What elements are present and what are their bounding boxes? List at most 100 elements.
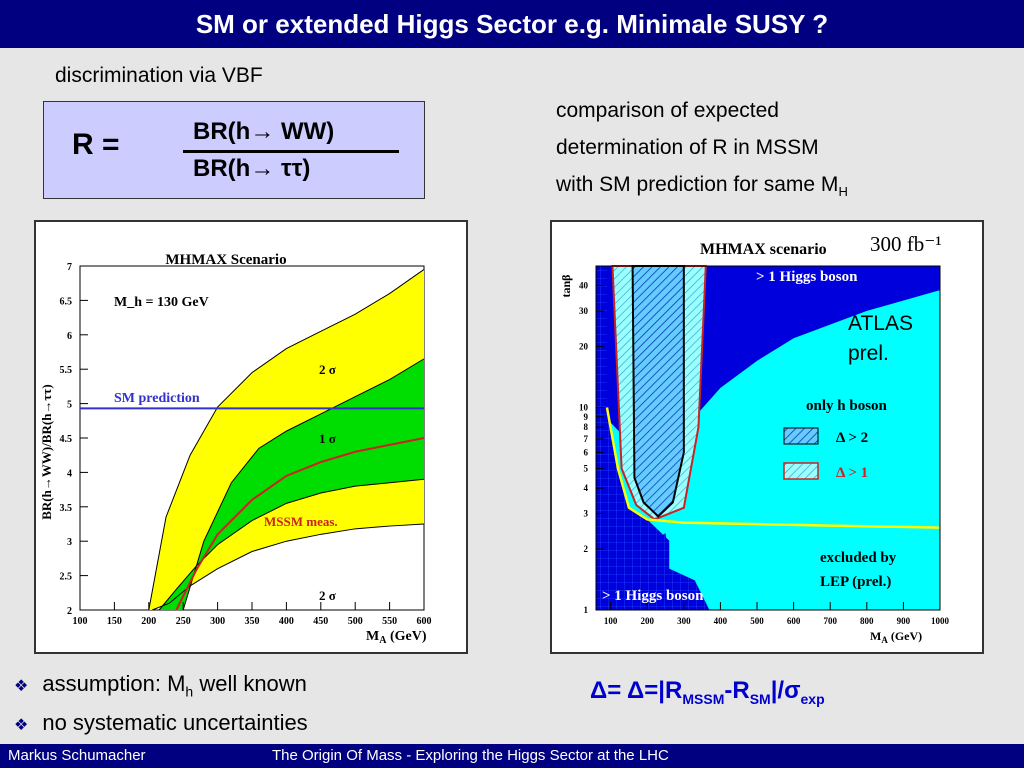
sigma-boundary-line	[158, 478, 425, 611]
one-sigma-band	[159, 358, 424, 610]
x-tick-label: 550	[382, 616, 397, 627]
x-tick-label: 600	[787, 616, 801, 626]
left-x-axis-label: MA (GeV)	[366, 629, 427, 646]
mh-annotation: M_h = 130 GeV	[114, 295, 209, 310]
x-tick-label: 400	[714, 616, 728, 626]
lep-excluded-label-1: excluded by	[820, 550, 897, 566]
slide-title: SM or extended Higgs Sector e.g. Minimal…	[0, 0, 1024, 48]
multi-higgs-upper-label: > 1 Higgs boson	[756, 269, 858, 285]
right-x-axis-label: MA (GeV)	[870, 629, 922, 645]
legend-delta1-swatch	[783, 462, 819, 480]
comparison-text: comparison of expected determination of …	[556, 92, 848, 210]
x-tick-label: 800	[860, 616, 874, 626]
right-chart-title: MHMAX scenario	[700, 241, 827, 258]
x-tick-label: 350	[245, 616, 260, 627]
fraction-line	[183, 150, 399, 153]
right-y-axis-label: tanβ	[559, 275, 573, 298]
ratio-denominator: BR(h→ ττ)	[193, 155, 311, 182]
two-sigma-upper-label: 2 σ	[319, 362, 336, 377]
one-sigma-label: 1 σ	[319, 431, 336, 446]
lep-boundary-line	[605, 407, 941, 529]
multi-higgs-lower-label: > 1 Higgs boson	[602, 588, 704, 604]
x-tick-label: 500	[348, 616, 363, 627]
legend-delta2-swatch	[783, 427, 819, 445]
left-y-axis-label: BR(h→WW)/BR(h→ττ)	[39, 384, 54, 520]
y-tick-label: 4.5	[60, 434, 73, 445]
y-tick-label: 7	[584, 434, 589, 444]
left-chart: 100 150 200 250 300 350 400 450 500 550 600 2 2.5 3 3.…	[39, 252, 432, 646]
y-tick-label: 1	[584, 605, 589, 615]
x-tick-label: 100	[73, 616, 88, 627]
only-h-boson-label: only h boson	[806, 398, 888, 414]
legend-delta1-label: Δ > 1	[836, 465, 868, 481]
x-tick-label: 700	[823, 616, 837, 626]
y-tick-label: 3	[67, 537, 72, 548]
right-chart: 100 200 300 400 500 600 700 800 900 1000 1 2 3 4 5 6 7 89…	[559, 232, 950, 645]
y-tick-label: 9	[584, 412, 589, 422]
x-tick-label: 100	[604, 616, 618, 626]
x-tick-label: 450	[313, 616, 328, 627]
left-chart-title: MHMAX Scenario	[165, 252, 286, 268]
x-tick-label: 900	[897, 616, 911, 626]
sigma-boundary-line	[152, 523, 425, 611]
sm-prediction-label: SM prediction	[114, 391, 200, 406]
bullet-item: ❖ no systematic uncertainties	[14, 710, 308, 736]
y-tick-label: 5	[67, 400, 72, 411]
x-tick-label: 400	[279, 616, 294, 627]
y-tick-label: 4	[584, 483, 589, 493]
x-tick-label: 500	[750, 616, 764, 626]
plot-frame	[595, 265, 941, 611]
y-tick-label: 5	[584, 463, 589, 473]
two-sigma-lower-label: 2 σ	[319, 588, 336, 603]
y-tick-label: 20	[579, 342, 589, 352]
x-tick-label: 250	[176, 616, 191, 627]
y-tick-label: 30	[579, 306, 589, 316]
y-tick-label: 40	[579, 281, 589, 291]
sigma-boundary-line	[182, 358, 425, 611]
prel-label: prel.	[848, 342, 889, 365]
y-tick-label: 8	[584, 422, 589, 432]
x-tick-label: 300	[210, 616, 225, 627]
vbf-subtitle: discrimination via VBF	[55, 64, 263, 87]
legend-delta2-label: Δ > 2	[836, 430, 868, 446]
y-tick-label: 5.5	[60, 365, 73, 376]
comparison-line-2: determination of R in MSSM	[556, 136, 819, 159]
diamond-bullet-icon: ❖	[14, 717, 29, 735]
y-tick-label: 2	[584, 544, 589, 554]
x-tick-label: 600	[417, 616, 432, 627]
mssm-measurement-line	[175, 437, 425, 611]
y-tick-label: 2	[67, 606, 72, 617]
lep-excluded-label-2: LEP (prel.)	[820, 574, 891, 590]
comparison-line-3-text: with SM prediction for same M	[556, 173, 839, 196]
footer-author: Markus Schumacher	[8, 747, 146, 764]
y-tick-label: 4	[67, 468, 72, 479]
y-tick-label: 6	[67, 331, 72, 342]
delta-gt-2-region	[631, 265, 685, 518]
x-tick-label: 200	[640, 616, 654, 626]
mssm-meas-label: MSSM meas.	[264, 514, 338, 529]
diamond-bullet-icon: ❖	[14, 678, 29, 695]
comparison-line-1: comparison of expected	[556, 99, 779, 122]
y-tick-label: 7	[67, 262, 72, 273]
y-tick-label: 3	[584, 508, 589, 518]
ratio-label: R =	[72, 128, 120, 161]
x-tick-label: 150	[107, 616, 122, 627]
atlas-label: ATLAS	[848, 312, 913, 335]
x-tick-label: 1000	[931, 616, 950, 626]
x-tick-label: 300	[677, 616, 691, 626]
bullet-list: ❖ assumption: Mh well known ❖ no systemati…	[14, 668, 308, 741]
footer-bar: Markus Schumacher The Origin Of Mass - E…	[0, 744, 1024, 768]
bullet-item: ❖ assumption: Mh well known	[14, 671, 307, 700]
comparison-line-3: with SM prediction for same MH	[556, 166, 848, 210]
comparison-sub: H	[838, 184, 848, 200]
right-chart-panel: 100 200 300 400 500 600 700 800 900 1000 1 2 3 4 5 6 7 8 9…	[550, 220, 984, 654]
x-tick-label: 200	[141, 616, 156, 627]
left-chart-panel: 100 150 200 250 300 350 400 450 500 550 600 2 2.5 3 3.…	[34, 220, 468, 654]
ratio-numerator: BR(h→ WW)	[193, 118, 335, 145]
sigma-boundary-line	[148, 269, 425, 611]
delta-formula: Δ= Δ=|RMSSM-RSM|/σexp	[590, 677, 825, 707]
footer-title: The Origin Of Mass - Exploring the Higgs…	[272, 747, 669, 764]
y-tick-label: 3.5	[60, 503, 73, 514]
lep-excluded-left-region	[596, 266, 670, 610]
luminosity-label: 300 fb⁻¹	[870, 232, 942, 256]
